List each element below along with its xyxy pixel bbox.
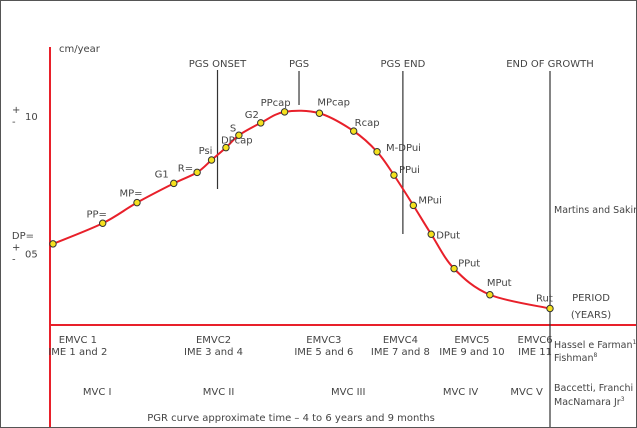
y-tick-label: 10	[25, 112, 38, 123]
footer-caption: PGR curve approximate time – 4 to 6 year…	[147, 413, 435, 424]
axes	[49, 47, 636, 427]
marker-label: END OF GROWTH	[506, 59, 594, 70]
stage-point	[390, 171, 398, 179]
stage-point-label: Rut	[536, 294, 553, 305]
stage-points	[49, 108, 554, 313]
marker-lines	[216, 70, 551, 427]
stage-point	[486, 291, 494, 299]
emvc-stage-label: EMVC5	[454, 335, 489, 346]
y-tick-label: 05	[25, 250, 38, 261]
y-unit-label: cm/year	[59, 44, 101, 55]
stage-point	[315, 109, 324, 117]
stage-point	[349, 127, 358, 135]
emvc-stage-label: EMVC6	[518, 335, 553, 346]
emvc-stage-label: IME 1 and 2	[48, 347, 107, 358]
stage-point-label: DP=	[12, 231, 34, 242]
stage-point	[257, 119, 265, 127]
emvc-stage-label: IME 9 and 10	[439, 347, 504, 358]
stage-point-label: PP=	[86, 209, 106, 220]
period-label: PERIOD	[572, 293, 610, 304]
marker-label: PGS ONSET	[189, 59, 247, 70]
stage-point	[450, 264, 458, 273]
stage-point-label: MPut	[487, 278, 512, 289]
source-hassel: Hassel e Farman17	[554, 339, 636, 351]
stage-point-label: DPut	[436, 230, 460, 241]
stage-point	[170, 179, 178, 188]
stage-point	[373, 148, 381, 156]
stage-point	[235, 131, 243, 139]
mvc-stage-label: MVC II	[203, 387, 235, 398]
mvc-stage-label: MVC III	[331, 387, 365, 398]
mvc-stage-label: MVC IV	[443, 387, 479, 398]
stage-point	[193, 168, 201, 177]
stage-point-label: PPui	[399, 165, 420, 176]
period-label: (YEARS)	[571, 310, 611, 321]
stage-point	[133, 198, 141, 207]
stage-point	[222, 143, 230, 152]
emvc-stage-label: IME 7 and 8	[371, 347, 430, 358]
growth-curve-line	[52, 109, 551, 310]
stage-point-label: MPcap	[317, 97, 350, 108]
emvc-stage-label: EMVC4	[383, 335, 418, 346]
stage-point-label: DPcap	[221, 136, 253, 147]
emvc-stage-label: EMVC3	[306, 335, 341, 346]
emvc-stage-label: IME 3 and 4	[184, 347, 243, 358]
marker-label: PGS END	[380, 59, 425, 70]
emvc-stage-label: IME 5 and 6	[294, 347, 353, 358]
source-baccetti: Baccetti, Franchi and	[554, 383, 636, 394]
marker-label: PGS	[289, 59, 309, 70]
y-tick-sign-plus: +	[12, 243, 20, 254]
stage-point-label: PPut	[458, 259, 480, 270]
stage-point-label: M-DPui	[386, 143, 421, 154]
stage-point-label: MP=	[119, 189, 142, 200]
stage-point-label: MPui	[418, 195, 442, 206]
growth-curve	[52, 109, 551, 310]
stage-point	[409, 201, 418, 210]
stage-point-label: S	[230, 123, 236, 134]
source-macnamara: MacNamara Jr3	[554, 396, 625, 408]
stage-point	[99, 219, 107, 227]
source-martins: Martins and Sakima	[554, 205, 636, 216]
stage-point	[546, 304, 554, 313]
emvc-stage-label: EMVC 1	[59, 335, 97, 346]
stage-point-label: Rcap	[355, 118, 380, 129]
emvc-stage-label: IME 11	[518, 347, 552, 358]
y-tick-sign-minus: -	[12, 255, 16, 266]
stage-point-label: G1	[155, 169, 169, 180]
y-tick-sign-minus: -	[12, 117, 16, 128]
emvc-stage-label: EMVC2	[196, 335, 231, 346]
stage-point-label: G2	[245, 110, 259, 121]
stage-point-label: R=	[178, 163, 193, 174]
stage-point	[427, 230, 435, 238]
stage-point	[280, 108, 289, 116]
mvc-stage-label: MVC V	[510, 387, 543, 398]
stage-point	[49, 240, 57, 248]
mvc-stage-label: MVC I	[83, 387, 112, 398]
y-tick-sign-plus: +	[12, 105, 20, 116]
stage-point-label: Psi	[199, 146, 213, 157]
stage-point	[207, 156, 216, 164]
source-fishman: Fishman8	[554, 352, 597, 364]
stage-point-label: PPcap	[261, 98, 291, 109]
